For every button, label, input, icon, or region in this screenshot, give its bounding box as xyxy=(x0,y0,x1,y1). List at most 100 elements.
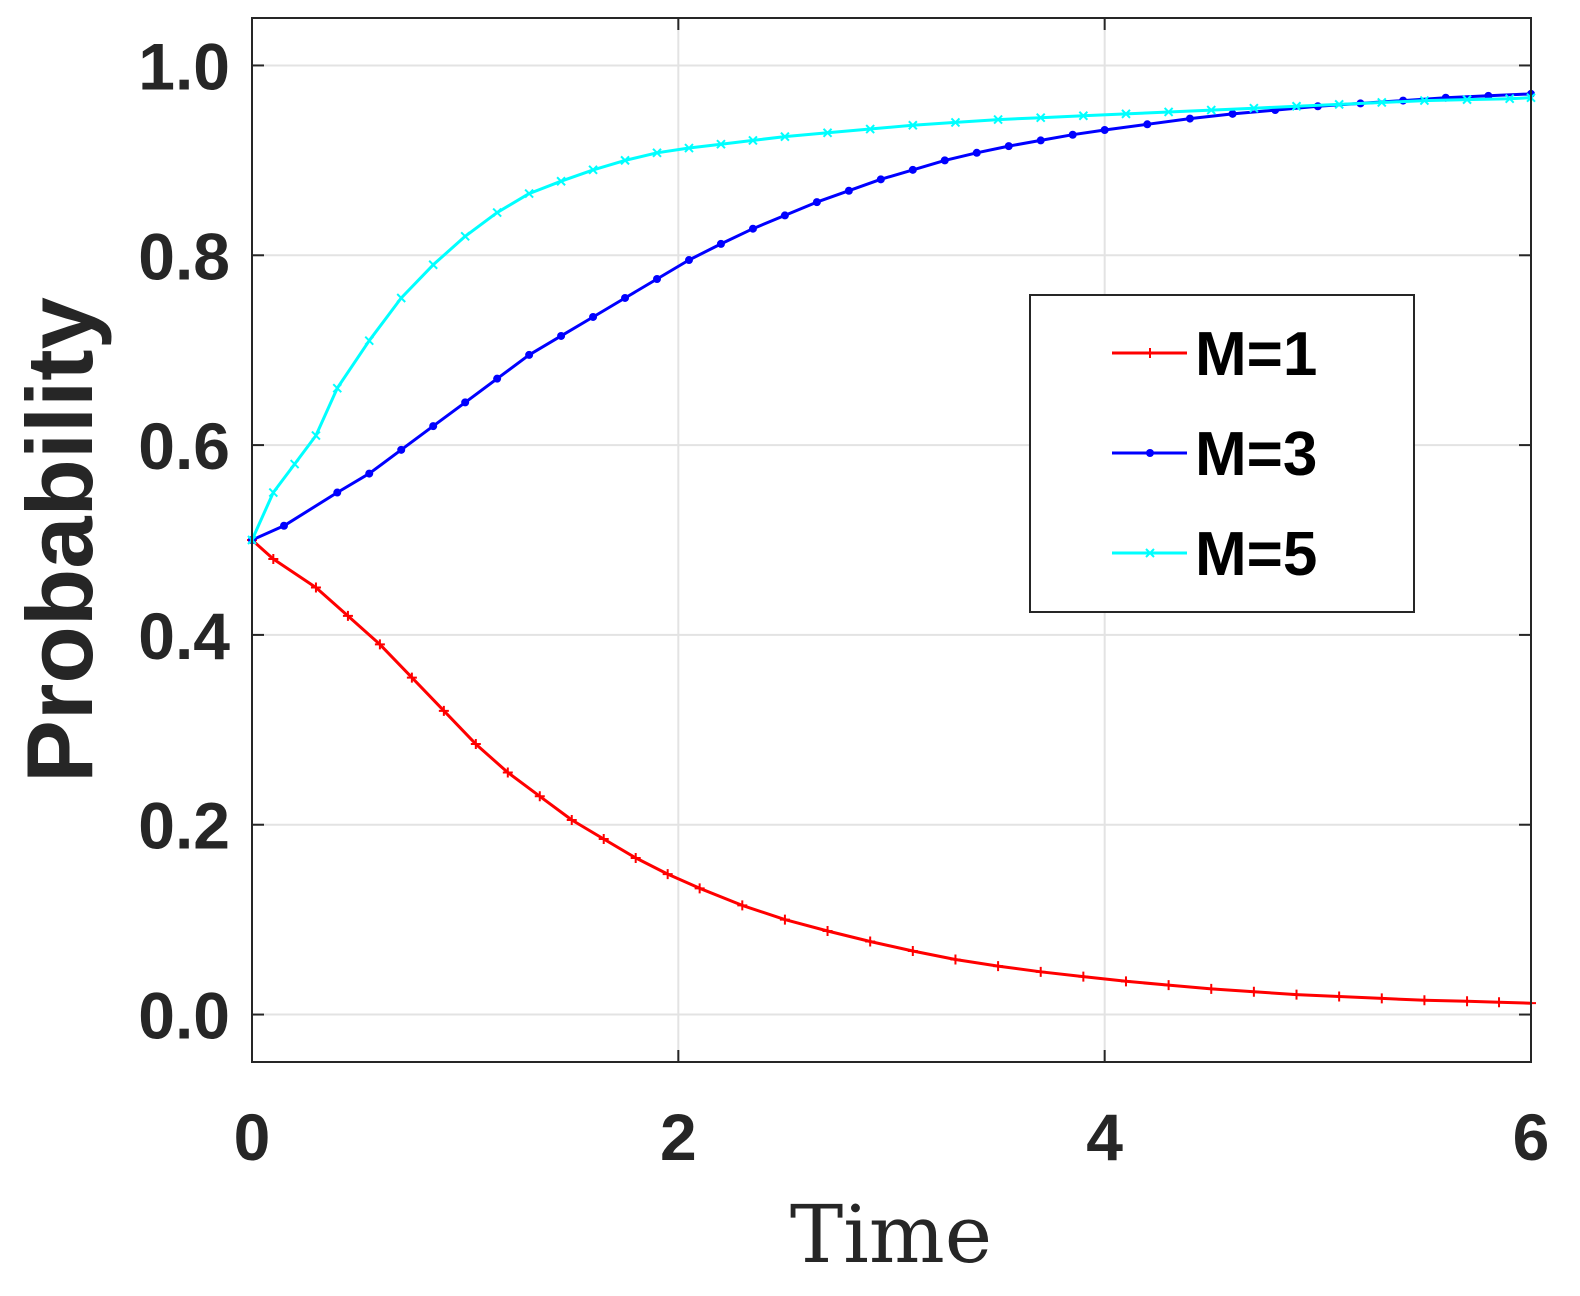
x-marker xyxy=(556,176,566,186)
legend-entry: M=3 xyxy=(1112,420,1317,489)
y-axis-label: Probability xyxy=(7,297,112,783)
dot-marker xyxy=(972,148,981,157)
dot-marker xyxy=(1004,142,1013,151)
plus-marker xyxy=(630,852,641,863)
legend-box xyxy=(1029,294,1415,613)
plus-marker xyxy=(598,833,609,844)
x-marker xyxy=(1419,95,1430,106)
x-marker xyxy=(364,335,374,346)
plus-marker xyxy=(662,869,673,880)
plus-marker xyxy=(268,553,279,564)
series-layer xyxy=(247,89,1536,1009)
dot-marker xyxy=(397,445,406,454)
x-marker xyxy=(716,139,726,149)
x-marker xyxy=(460,231,470,241)
plus-marker xyxy=(1035,966,1046,977)
plus-marker xyxy=(406,672,417,683)
dot-marker xyxy=(1228,109,1237,118)
plus-marker xyxy=(1078,971,1089,982)
dot-marker xyxy=(684,256,693,265)
y-tick-label: 1.0 xyxy=(138,29,230,103)
dot-marker xyxy=(279,521,288,530)
x-marker xyxy=(950,117,961,128)
x-marker xyxy=(993,114,1003,125)
dot-marker xyxy=(1146,449,1154,457)
x-marker xyxy=(588,165,598,175)
legend: M=1 M=3 M=5 xyxy=(1029,294,1415,613)
x-marker xyxy=(684,143,694,153)
plus-marker xyxy=(534,791,545,802)
dot-marker xyxy=(940,156,949,165)
plus-marker xyxy=(566,814,577,825)
x-marker xyxy=(1036,112,1046,123)
legend-label: M=5 xyxy=(1195,520,1317,589)
plus-marker xyxy=(1291,989,1302,1000)
x-marker xyxy=(289,459,300,469)
x-marker xyxy=(1163,107,1174,117)
x-marker xyxy=(1206,105,1216,115)
plus-marker xyxy=(438,705,449,716)
x-marker xyxy=(1334,99,1344,110)
x-marker xyxy=(652,148,662,158)
x-marker xyxy=(1462,94,1472,105)
x-tick-label: 4 xyxy=(1086,1100,1123,1174)
x-marker xyxy=(311,430,321,441)
dot-marker xyxy=(1068,130,1077,139)
y-tick-label: 0.6 xyxy=(138,409,230,483)
y-tick-label: 0.4 xyxy=(138,599,230,673)
x-tick-label: 0 xyxy=(234,1100,271,1174)
plus-marker xyxy=(1163,980,1174,991)
plus-marker xyxy=(1145,348,1155,358)
plus-marker xyxy=(993,961,1004,972)
y-tick-label: 0.8 xyxy=(138,219,230,293)
x-marker xyxy=(1121,109,1131,119)
dot-marker xyxy=(557,331,566,340)
plus-marker xyxy=(950,954,961,965)
plus-marker xyxy=(1334,991,1345,1002)
plus-marker xyxy=(502,767,513,778)
dot-marker xyxy=(493,374,502,383)
plus-marker xyxy=(310,582,321,593)
dot-marker xyxy=(621,293,630,302)
x-marker xyxy=(748,135,758,146)
dot-marker xyxy=(525,350,534,359)
plus-marker xyxy=(822,926,833,937)
x-marker xyxy=(780,131,790,142)
x-marker xyxy=(822,128,833,138)
plus-marker xyxy=(1206,983,1217,994)
dot-marker xyxy=(1143,120,1152,129)
dot-marker xyxy=(333,488,342,497)
x-marker xyxy=(268,487,279,498)
dot-marker xyxy=(1036,136,1045,145)
plus-marker xyxy=(907,945,918,956)
x-marker xyxy=(1249,103,1259,113)
x-marker xyxy=(396,293,406,303)
plus-marker xyxy=(737,900,748,911)
dot-marker xyxy=(812,198,821,207)
legend-label: M=1 xyxy=(1195,320,1317,389)
plus-marker xyxy=(865,936,876,947)
series-m-5 xyxy=(247,93,1536,545)
dot-marker xyxy=(589,312,598,321)
plus-marker xyxy=(1248,986,1259,997)
plus-marker xyxy=(470,739,481,750)
tick-labels: 0 2 4 6 0.0 0.2 0.4 0.6 0.8 1.0 xyxy=(138,29,1549,1174)
plus-marker xyxy=(1376,993,1387,1004)
plus-marker xyxy=(779,914,790,925)
dot-marker xyxy=(876,175,885,184)
dot-marker xyxy=(908,165,917,174)
plus-marker xyxy=(1494,997,1505,1008)
x-marker xyxy=(332,383,342,393)
dot-marker xyxy=(429,422,438,431)
x-marker xyxy=(1078,111,1089,121)
plus-marker xyxy=(342,610,353,621)
x-marker xyxy=(1291,101,1302,111)
dot-marker xyxy=(844,186,853,195)
tick-marks xyxy=(251,18,1532,1062)
x-marker xyxy=(1377,97,1387,108)
plus-marker xyxy=(1419,995,1430,1006)
legend-label: M=3 xyxy=(1195,420,1317,489)
x-marker xyxy=(908,120,918,130)
dot-marker xyxy=(461,398,470,407)
